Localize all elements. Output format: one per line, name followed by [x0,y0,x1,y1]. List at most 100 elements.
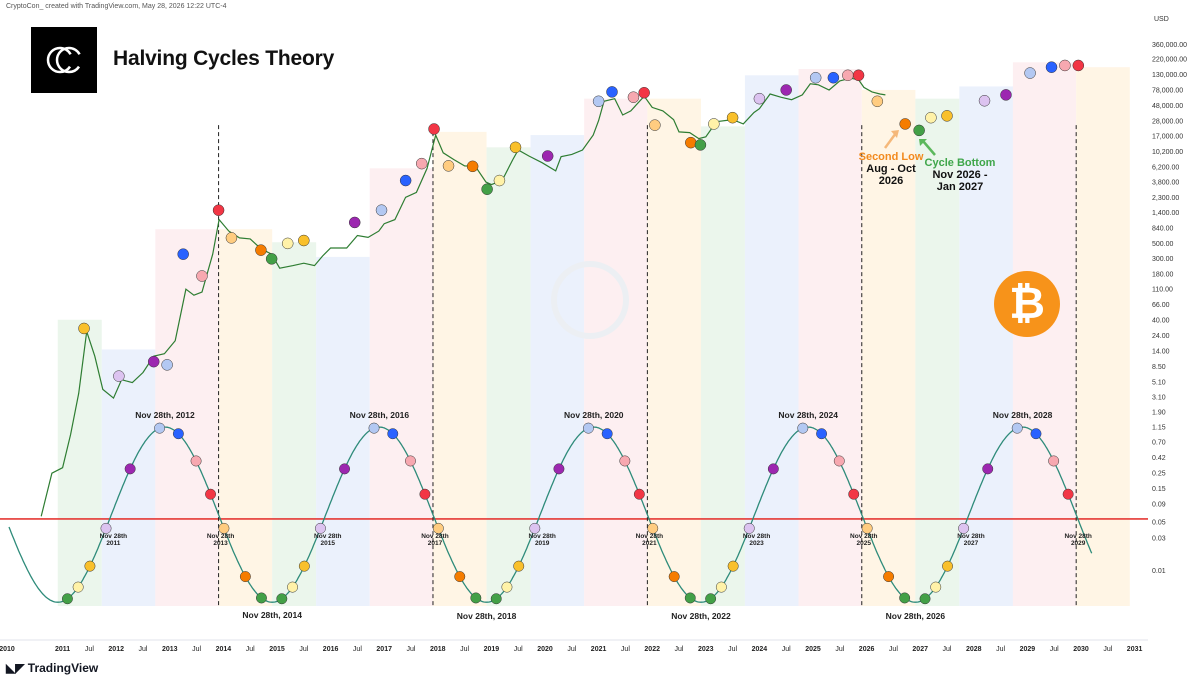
price-marker-8 [255,244,267,256]
price-marker-1 [113,370,125,382]
cycle-bottom-arrow [922,140,936,156]
cycle-bottom-arrowhead [919,139,927,146]
cycle-bottom-range: Nov 2026 - [932,169,988,181]
price-marker-39 [899,118,911,130]
sine-marker-49 [930,581,942,593]
sine-marker-45 [861,522,873,534]
x-tick-label-23: 2022 [644,646,660,653]
price-marker-32 [753,92,766,105]
x-tick-label-25: 2023 [698,646,714,653]
y-tick-label-18: 40.00 [1152,318,1170,325]
phase-band-16 [915,98,960,607]
crossing-label-3: Nov 28th [421,533,448,540]
y-tick-label-4: 48,000.00 [1152,103,1183,110]
x-tick-label-6: Jul [192,646,201,653]
x-tick-label-36: Jul [996,646,1005,653]
price-marker-3 [161,359,173,371]
y-tick-label-14: 300.00 [1152,256,1174,263]
x-tick-label-19: 2020 [537,646,553,653]
x-tick-label-5: 2013 [162,646,178,653]
x-tick-label-18: Jul [514,646,523,653]
price-marker-15 [415,157,428,170]
sine-marker-34 [668,571,680,583]
x-tick-label-31: 2026 [859,646,875,653]
price-marker-34 [809,71,822,84]
sine-marker-56 [1062,488,1074,500]
price-marker-14 [399,174,412,187]
phase-band-1 [101,349,156,606]
sine-marker-13 [287,581,298,593]
y-tick-label-16: 110.00 [1152,287,1173,294]
x-tick-label-9: 2015 [269,646,285,653]
crossing-year-5: 2021 [642,540,657,547]
x-tick-label-15: 2018 [430,646,446,653]
second-low-heading: Second Low [858,151,924,163]
sine-marker-3 [100,522,112,534]
sine-marker-33 [647,522,659,534]
sine-marker-35 [684,592,696,604]
currency-label: USD [1154,16,1169,23]
phase-band-8 [486,147,531,606]
y-tick-label-12: 840.00 [1152,226,1174,233]
sine-marker-31 [619,455,631,467]
y-tick-label-32: 0.03 [1152,536,1166,543]
second-low-arrow [883,132,898,149]
sine-marker-15 [314,522,326,534]
crossing-label-9: Nov 28th [1064,533,1091,540]
x-tick-label-2: Jul [85,646,94,653]
x-tick-label-28: Jul [782,646,791,653]
y-tick-label-7: 10,200.00 [1152,149,1183,156]
crossing-label-7: Nov 28th [850,533,877,540]
price-marker-21 [509,141,522,154]
x-tick-label-7: 2014 [216,646,232,653]
price-marker-13 [375,204,388,216]
x-tick-label-11: 2016 [323,646,339,653]
sine-marker-41 [797,422,809,434]
tradingview-brand-text: TradingView [27,661,99,675]
price-marker-24 [606,86,618,98]
sine-marker-25 [501,581,513,593]
sine-marker-11 [256,592,267,604]
sine-marker-46 [883,571,895,583]
second-low-arrowhead [891,130,899,138]
y-tick-label-22: 5.10 [1152,380,1166,387]
price-marker-5 [196,270,208,282]
cycle-label-7: Nov 28th, 2022 [671,611,731,621]
phase-band-10 [584,98,648,607]
x-tick-label-34: Jul [943,646,952,653]
x-tick-label-26: Jul [728,646,737,653]
bitcoin-icon: ₿ [994,271,1060,337]
y-tick-label-25: 1.15 [1152,425,1166,432]
sine-marker-7 [190,455,202,467]
sine-marker-18 [387,428,399,440]
x-tick-label-20: Jul [567,646,576,653]
sine-marker-32 [633,488,645,500]
sine-marker-16 [339,463,350,475]
x-tick-label-3: 2012 [108,646,124,653]
price-marker-28 [685,136,697,149]
phase-band-0 [57,319,102,606]
price-marker-19 [481,183,493,195]
x-tick-label-37: 2029 [1020,646,1036,653]
cycle-label-5: Nov 28th, 2014 [242,610,302,620]
y-tick-label-8: 6,200.00 [1152,165,1179,172]
cryptocon-logo-icon [31,27,97,93]
sine-marker-28 [553,463,565,475]
sine-marker-0 [61,593,73,605]
phase-band-19 [1076,67,1130,606]
sine-marker-12 [276,593,288,605]
sine-marker-27 [529,522,541,534]
x-tick-label-30: Jul [835,646,844,653]
y-tick-label-15: 180.00 [1152,272,1174,279]
crossing-label-5: Nov 28th [636,533,663,540]
tradingview-brand: ◣◤ TradingView [6,661,98,675]
sine-marker-2 [84,560,96,572]
sine-marker-52 [982,463,994,475]
price-marker-18 [466,160,479,173]
price-marker-45 [1024,67,1036,79]
crossing-year-4: 2019 [535,540,550,547]
sine-marker-14 [298,560,310,572]
x-tick-label-22: Jul [621,646,630,653]
sine-marker-30 [601,428,613,440]
